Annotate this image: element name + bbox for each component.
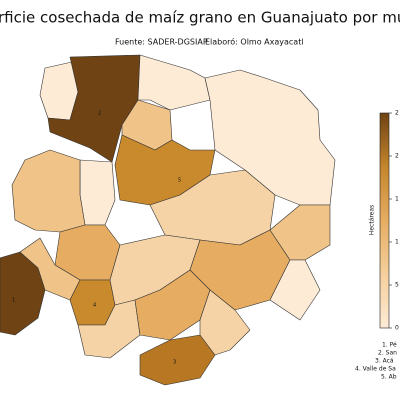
region-label: 5 — [178, 178, 181, 184]
region-label: 1 — [12, 298, 15, 304]
legend-item: 5. Ab — [381, 374, 397, 381]
region-label: 2 — [98, 111, 101, 117]
colorbar-tick-label: 1 — [395, 196, 399, 203]
colorbar-tick-label: 2 — [395, 110, 399, 117]
colorbar-ticks: 2 2 1 1 5 0 — [389, 110, 399, 332]
municipality — [269, 259, 321, 321]
map-author: Elaboró: Olmo Axayacatl — [205, 37, 304, 47]
municipality — [204, 69, 336, 206]
colorbar-tick-label: 0 — [395, 325, 399, 332]
map-title: rficie cosechada de maíz grano en Guanaj… — [0, 9, 400, 27]
municipality — [199, 289, 251, 356]
legend-item: 1. Pé — [382, 342, 397, 349]
municipalities — [0, 54, 336, 386]
map-source: Fuente: SADER-DGSIAP — [115, 38, 208, 47]
colorbar-tick-label: 1 — [395, 239, 399, 246]
colorbar-tick-label: 5 — [395, 282, 399, 289]
municipality — [11, 149, 86, 233]
legend-item: 2. San — [378, 350, 397, 357]
municipality — [79, 159, 116, 226]
municipality — [139, 334, 216, 386]
legend-item: 4. Valle de Sa — [355, 366, 396, 373]
colorbar-tick-label: 2 — [395, 153, 399, 160]
municipality — [137, 54, 211, 111]
legend-item: 3. Acá — [375, 358, 394, 365]
colorbar — [379, 112, 390, 329]
region-label: 4 — [93, 303, 96, 309]
region-label: 3 — [173, 360, 176, 366]
colorbar-label: Hectáreas — [369, 205, 376, 235]
